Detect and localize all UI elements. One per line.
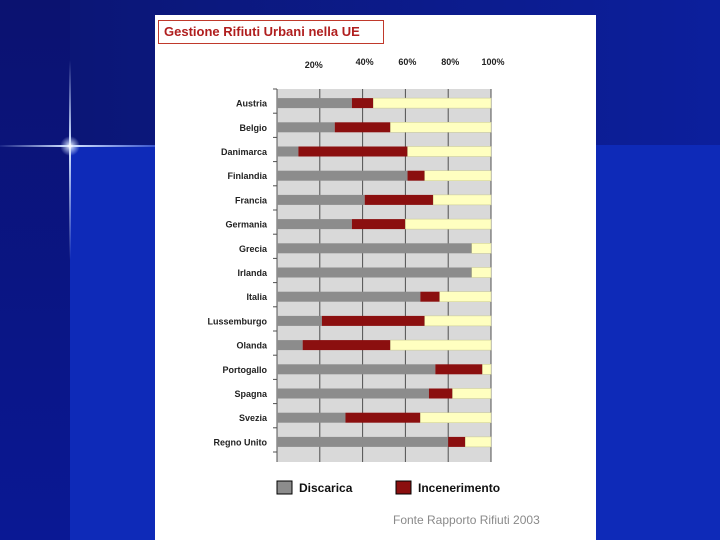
chart-title: Gestione Rifiuti Urbani nella UE	[158, 20, 384, 44]
bar-discarica	[277, 412, 346, 423]
category-label: Svezia	[239, 413, 268, 423]
bar-altro	[390, 339, 492, 351]
x-tick-label: 40%	[356, 57, 374, 67]
bar-discarica	[277, 315, 322, 326]
x-tick-label: 100%	[481, 57, 504, 67]
bar-discarica	[277, 219, 352, 230]
category-label: Grecia	[239, 244, 268, 254]
bar-discarica	[277, 146, 299, 157]
bar-discarica	[277, 340, 303, 351]
bar-altro	[432, 194, 492, 206]
background-left	[0, 0, 70, 540]
category-label: Regno Unito	[214, 437, 268, 447]
bar-incenerimento	[364, 194, 434, 205]
bar-altro	[471, 243, 492, 254]
bar-altro	[405, 218, 492, 230]
category-label: Spagna	[234, 389, 268, 399]
legend-label: Discarica	[299, 481, 353, 495]
x-tick-label: 60%	[398, 57, 416, 67]
bar-incenerimento	[302, 340, 391, 351]
bar-discarica	[277, 194, 365, 205]
bar-incenerimento	[420, 291, 440, 302]
chart-panel: Gestione Rifiuti Urbani nella UE 20% 40% 6…	[155, 15, 596, 540]
bar-incenerimento	[351, 98, 374, 109]
bar-incenerimento	[448, 436, 466, 447]
x-tick-label: 20%	[305, 60, 323, 70]
lens-flare-center	[60, 136, 80, 156]
bar-altro	[424, 315, 492, 327]
bar-discarica	[277, 388, 429, 399]
category-label: Irlanda	[237, 268, 268, 278]
legend-swatch	[395, 480, 412, 495]
bar-altro	[407, 146, 492, 157]
lens-flare-horizontal	[0, 145, 165, 147]
category-label: Olanda	[236, 341, 268, 351]
legend-label: Incenerimento	[418, 481, 500, 495]
bar-discarica	[277, 364, 436, 375]
bar-discarica	[277, 436, 449, 447]
legend-swatch	[276, 480, 293, 495]
bar-incenerimento	[334, 122, 391, 133]
bar-altro	[373, 97, 492, 109]
bar-discarica	[277, 98, 352, 109]
category-label: Danimarca	[221, 147, 268, 157]
bar-altro	[482, 364, 492, 375]
bar-discarica	[277, 243, 472, 254]
bar-incenerimento	[428, 388, 453, 399]
bar-incenerimento	[435, 364, 483, 375]
category-label: Italia	[246, 292, 268, 302]
category-label: Germania	[225, 220, 268, 230]
category-label: Finlandia	[227, 171, 267, 181]
source-credit: Fonte Rapporto Rifiuti 2003	[393, 513, 540, 527]
bar-altro	[420, 412, 492, 423]
category-label: Portogallo	[223, 365, 268, 375]
x-tick-label: 80%	[441, 57, 459, 67]
bar-discarica	[277, 267, 472, 278]
bar-discarica	[277, 170, 408, 181]
bar-altro	[439, 291, 492, 302]
category-label: Belgio	[239, 123, 267, 133]
bar-altro	[424, 170, 492, 181]
category-label: Francia	[235, 195, 268, 205]
bar-incenerimento	[298, 146, 408, 157]
bar-discarica	[277, 291, 421, 302]
bar-altro	[471, 267, 492, 278]
bar-discarica	[277, 122, 335, 133]
bar-incenerimento	[321, 315, 425, 326]
bar-incenerimento	[351, 219, 406, 230]
bar-incenerimento	[407, 170, 425, 181]
bar-altro	[465, 436, 492, 448]
category-label: Austria	[236, 99, 268, 109]
bar-altro	[390, 122, 492, 133]
lens-flare-vertical	[69, 60, 71, 260]
bar-incenerimento	[345, 412, 421, 423]
stacked-bar-chart: 20% 40% 60% 80% 100% Austria Belgio Danimarca Fi…	[207, 57, 504, 495]
bar-altro	[452, 388, 492, 399]
category-label: Lussemburgo	[207, 316, 267, 326]
